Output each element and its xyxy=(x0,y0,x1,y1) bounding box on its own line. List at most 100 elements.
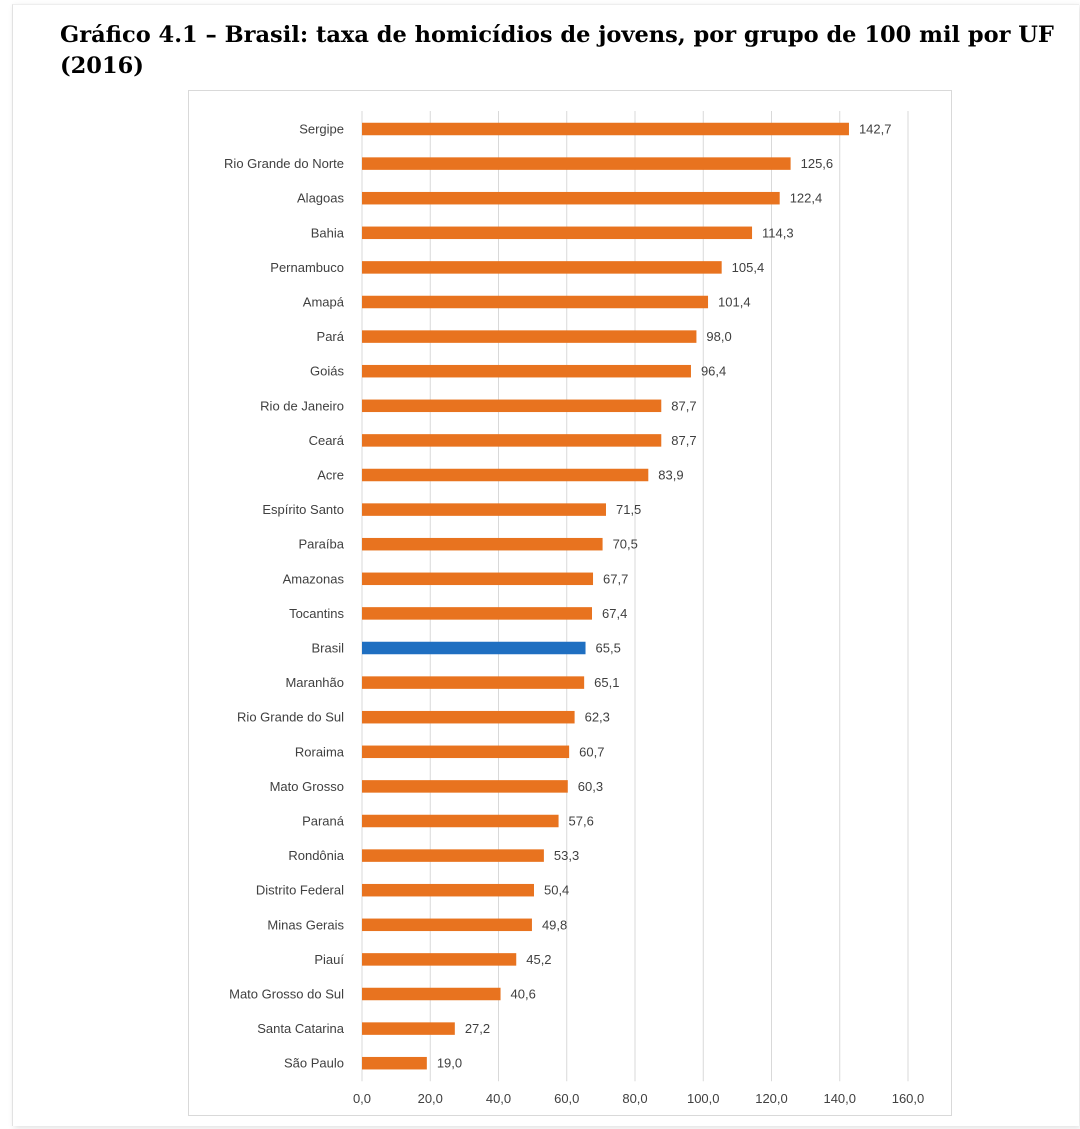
category-label: Bahia xyxy=(311,225,345,240)
category-label: Sergipe xyxy=(299,122,344,137)
bar xyxy=(362,261,722,274)
category-label: Pará xyxy=(317,329,345,344)
bar xyxy=(362,849,544,862)
bar xyxy=(362,295,709,309)
value-label: 98,0 xyxy=(706,329,731,344)
category-label: Espírito Santo xyxy=(262,502,344,517)
x-tick-label: 140,0 xyxy=(823,1091,856,1106)
x-tick-label: 40,0 xyxy=(486,1091,511,1106)
category-label: Rio Grande do Sul xyxy=(237,710,344,725)
value-label: 65,1 xyxy=(594,675,619,690)
bar xyxy=(362,918,532,932)
category-label: Distrito Federal xyxy=(256,883,344,898)
x-tick-label: 120,0 xyxy=(755,1091,788,1106)
x-tick-label: 60,0 xyxy=(554,1091,579,1106)
category-label: Amapá xyxy=(303,295,345,310)
category-label: Mato Grosso xyxy=(270,779,344,794)
value-label: 40,6 xyxy=(511,987,536,1002)
value-label: 101,4 xyxy=(718,295,751,310)
category-labels: Sergipe Rio Grande do Norte Alagoas Bahia Pe… xyxy=(224,122,345,1071)
bar xyxy=(362,710,575,724)
x-tick-label: 0,0 xyxy=(353,1091,371,1106)
category-label: Alagoas xyxy=(297,191,344,206)
category-label: Tocantins xyxy=(289,606,344,621)
category-label: Pernambuco xyxy=(270,260,344,275)
value-label: 125,6 xyxy=(801,156,834,171)
x-tick-labels: 0,0 20,0 40,0 60,0 80,0 100,0 120,0 140,0 160,0 xyxy=(353,1091,924,1106)
bar xyxy=(362,364,691,378)
bar xyxy=(362,226,753,240)
value-label: 71,5 xyxy=(616,502,641,517)
category-label: Paraíba xyxy=(298,537,344,552)
category-label: Santa Catarina xyxy=(257,1021,344,1036)
bar xyxy=(362,503,606,516)
bar xyxy=(362,641,586,655)
value-label: 105,4 xyxy=(732,260,765,275)
bar xyxy=(362,537,603,551)
x-tick-label: 100,0 xyxy=(687,1091,720,1106)
value-label: 19,0 xyxy=(437,1056,462,1071)
category-label: Piauí xyxy=(314,952,344,967)
value-label: 87,7 xyxy=(671,398,696,413)
value-label: 49,8 xyxy=(542,917,567,932)
bar xyxy=(362,780,568,793)
bar xyxy=(362,607,593,620)
bar xyxy=(362,953,517,966)
bar xyxy=(362,122,849,136)
value-label: 70,5 xyxy=(613,537,638,552)
x-tick-label: 20,0 xyxy=(418,1091,443,1106)
chart-frame xyxy=(188,90,952,1116)
bar xyxy=(362,330,697,343)
value-label: 60,7 xyxy=(579,744,604,759)
value-label: 67,4 xyxy=(602,606,627,621)
category-label: Rondônia xyxy=(288,848,344,863)
category-label: Amazonas xyxy=(283,571,345,586)
bar xyxy=(362,676,585,689)
bar xyxy=(362,814,559,828)
value-label: 114,3 xyxy=(762,225,794,240)
category-label: Ceará xyxy=(309,433,345,448)
category-label: Minas Gerais xyxy=(267,917,344,932)
bar xyxy=(362,191,780,205)
category-label: Acre xyxy=(317,468,344,483)
bar xyxy=(362,434,662,447)
value-label: 53,3 xyxy=(554,848,579,863)
value-label: 50,4 xyxy=(544,883,569,898)
page-border xyxy=(12,4,1079,1126)
category-label: Rio de Janeiro xyxy=(260,398,344,413)
bar xyxy=(362,883,534,897)
bar xyxy=(362,1056,427,1070)
category-label: São Paulo xyxy=(284,1056,344,1071)
gridlines xyxy=(361,111,909,1082)
category-label: Brasil xyxy=(311,641,344,656)
value-label: 96,4 xyxy=(701,364,726,379)
value-label: 65,5 xyxy=(596,641,621,656)
x-tick-label: 160,0 xyxy=(892,1091,925,1106)
value-label: 57,6 xyxy=(569,814,594,829)
value-label: 87,7 xyxy=(671,433,696,448)
value-label: 83,9 xyxy=(658,468,683,483)
value-label: 62,3 xyxy=(585,710,610,725)
bar xyxy=(362,157,791,170)
bar xyxy=(362,468,649,482)
chart-title: Gráfico 4.1 – Brasil: taxa de homicídios… xyxy=(60,22,1054,79)
category-label: Rio Grande do Norte xyxy=(224,156,344,171)
bar xyxy=(362,745,570,759)
category-label: Maranhão xyxy=(285,675,344,690)
value-label: 27,2 xyxy=(465,1021,490,1036)
category-label: Roraima xyxy=(295,744,345,759)
x-tick-label: 80,0 xyxy=(622,1091,647,1106)
category-label: Mato Grosso do Sul xyxy=(229,987,344,1002)
bar xyxy=(362,987,501,1001)
value-label: 67,7 xyxy=(603,571,628,586)
value-label: 45,2 xyxy=(526,952,551,967)
bar xyxy=(362,1022,455,1035)
value-labels: 142,7 125,6 122,4 114,3 105,4 101,4 98,0 96,4 87… xyxy=(437,122,892,1071)
value-label: 142,7 xyxy=(859,122,892,137)
bar xyxy=(362,572,594,586)
category-label: Goiás xyxy=(310,364,344,379)
bars xyxy=(362,122,849,1070)
value-label: 60,3 xyxy=(578,779,603,794)
bar xyxy=(362,399,662,413)
